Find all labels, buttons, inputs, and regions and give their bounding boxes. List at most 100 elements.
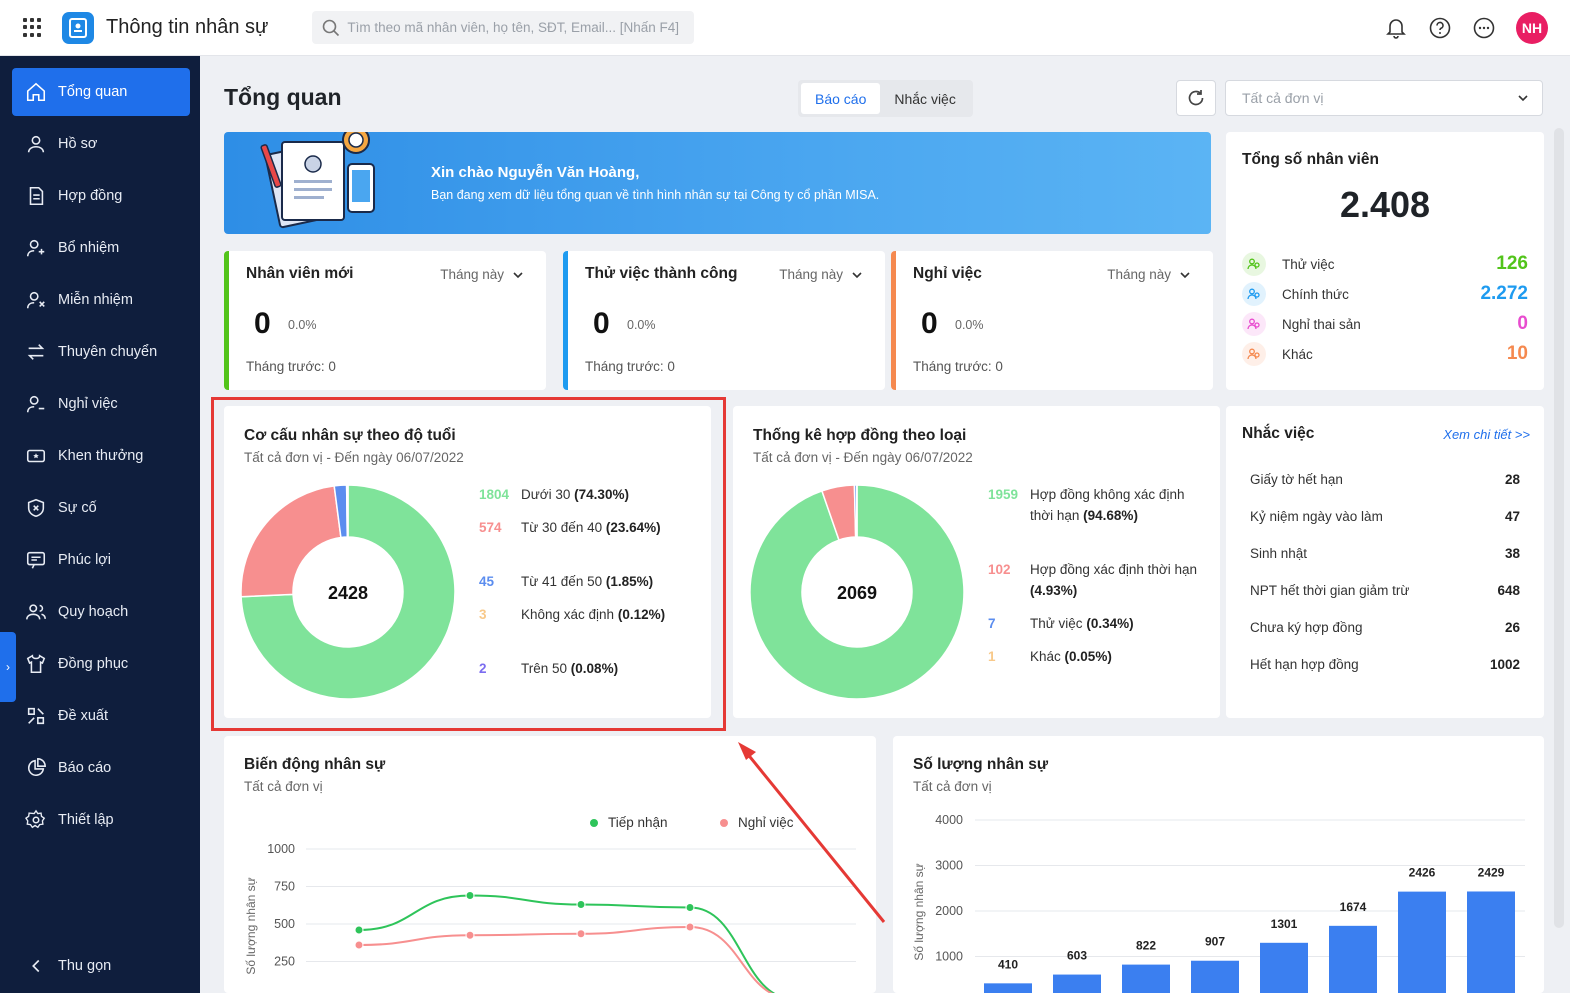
sidebar-item-9[interactable]: Phúc lợi [12, 536, 190, 584]
transfer-icon [24, 340, 48, 364]
probation-icon [1242, 252, 1266, 276]
sidebar-item-6[interactable]: Nghỉ việc [12, 380, 190, 428]
sidebar-item-14[interactable]: Thiết lập [12, 796, 190, 844]
bell-icon[interactable] [1384, 16, 1408, 40]
contract-donut-chart: 2069 [749, 484, 965, 700]
sidebar-item-1[interactable]: Hồ sơ [12, 120, 190, 168]
sidebar-item-label: Phúc lợi [58, 552, 112, 568]
view-details-link[interactable]: Xem chi tiết >> [1443, 427, 1530, 442]
sidebar-item-8[interactable]: Sự cố [12, 484, 190, 532]
line-point[interactable] [354, 925, 364, 935]
sidebar-item-label: Tổng quan [58, 84, 128, 100]
legend-label[interactable]: Nghỉ việc [738, 815, 794, 830]
app-title: Thông tin nhân sự [106, 16, 269, 38]
sidebar-item-4[interactable]: Miễn nhiệm [12, 276, 190, 324]
reminder-row[interactable]: Kỷ niệm ngày vào làm 47 [1250, 509, 1520, 524]
legend-label: Dưới 30 [521, 487, 571, 502]
user-x-icon [24, 288, 48, 312]
legend-dot [720, 819, 728, 827]
line-point[interactable] [576, 900, 586, 909]
contract-slice-0[interactable] [749, 484, 965, 700]
total-row-0: Thử việc 126 [1242, 252, 1528, 276]
line-point[interactable] [465, 930, 475, 940]
more-icon[interactable] [1472, 16, 1496, 40]
line-series-1[interactable] [358, 925, 794, 993]
line-point[interactable] [354, 940, 364, 950]
sidebar-item-13[interactable]: Báo cáo [12, 744, 190, 792]
reminder-label: Chưa ký hợp đồng [1250, 620, 1363, 635]
reminder-row[interactable]: Sinh nhật 38 [1250, 546, 1520, 561]
sidebar-item-10[interactable]: Quy hoạch [12, 588, 190, 636]
bar-value-label: 822 [1136, 939, 1156, 953]
pie-icon [24, 756, 48, 780]
age-slice-1[interactable] [240, 485, 342, 598]
sidebar-item-11[interactable]: Đồng phục [12, 640, 190, 688]
staff-fluctuation-card: Biến động nhân sự Tất cả đơn vị 1000 750 5… [224, 736, 876, 993]
search-icon [323, 19, 340, 36]
page-scrollbar[interactable] [1554, 128, 1564, 928]
search-input[interactable] [347, 20, 688, 35]
sidebar-item-label: Thuyên chuyển [58, 344, 158, 360]
total-row-label: Thử việc [1282, 256, 1335, 272]
age-legend-item: 2 Trên 50 (0.08%) [479, 658, 699, 679]
tab-reminders[interactable]: Nhắc việc [894, 90, 956, 107]
user-minus-icon [24, 392, 48, 416]
reminder-row[interactable]: Chưa ký hợp đồng 26 [1250, 620, 1520, 635]
y-tick-label: 1000 [267, 842, 295, 856]
legend-percent: (0.08%) [570, 661, 619, 676]
stat-card-0: Nhân viên mới Tháng này 0 0.0% Tháng trước: … [224, 251, 546, 390]
age-structure-card: Cơ cấu nhân sự theo độ tuổi Tất cả đơn v… [224, 406, 711, 718]
reminder-row[interactable]: NPT hết thời gian giảm trừ 648 [1250, 583, 1520, 598]
bar-4[interactable] [1260, 942, 1308, 993]
line-point[interactable] [576, 929, 586, 939]
age-donut-chart: 2428 [240, 484, 456, 700]
chevron-down-icon [513, 271, 523, 278]
age-legend-item: 3 Không xác định (0.12%) [479, 604, 699, 625]
legend-value: 3 [479, 607, 487, 622]
period-select[interactable]: Tháng này [440, 267, 524, 282]
expand-tab-icon[interactable]: › [0, 632, 16, 702]
stat-accent-bar [224, 251, 229, 390]
age-slice-4[interactable] [346, 484, 349, 538]
bar-2[interactable] [1122, 964, 1170, 993]
sidebar-item-2[interactable]: Hợp đồng [12, 172, 190, 220]
sidebar-item-7[interactable]: Khen thưởng [12, 432, 190, 480]
sidebar-item-0[interactable]: Tổng quan [12, 68, 190, 116]
stat-percent: 0.0% [288, 318, 317, 332]
bar-1[interactable] [1053, 974, 1101, 993]
legend-value: 102 [988, 562, 1011, 577]
stat-value: 0 [254, 307, 271, 340]
reminder-count: 38 [1504, 546, 1520, 561]
reminders-card: Nhắc việc Xem chi tiết >> Giấy tờ hết hạ… [1226, 406, 1544, 718]
line-point[interactable] [465, 891, 475, 900]
sidebar-item-5[interactable]: Thuyên chuyển [12, 328, 190, 376]
help-icon[interactable] [1428, 16, 1452, 40]
shirt-icon [24, 652, 48, 676]
period-select[interactable]: Tháng này [1107, 267, 1191, 282]
bar-0[interactable] [984, 983, 1032, 993]
bar-3[interactable] [1191, 960, 1239, 993]
line-point[interactable] [685, 922, 695, 932]
tab-report[interactable]: Báo cáo [801, 83, 881, 114]
avatar[interactable]: NH [1516, 12, 1548, 44]
collapse-sidebar-button[interactable]: Thu gọn [12, 942, 190, 990]
legend-value: 1 [988, 649, 996, 664]
legend-label[interactable]: Tiếp nhận [608, 815, 668, 830]
search-box[interactable] [312, 11, 695, 44]
total-row-3: Khác 10 [1242, 342, 1528, 366]
refresh-button[interactable] [1176, 80, 1216, 116]
bar-7[interactable] [1467, 891, 1515, 993]
sidebar-item-3[interactable]: Bổ nhiệm [12, 224, 190, 272]
total-row-1: Chính thức 2.272 [1242, 282, 1528, 306]
unit-select[interactable]: Tất cả đơn vị [1225, 80, 1543, 116]
app-grid-icon[interactable] [23, 17, 43, 38]
line-point[interactable] [685, 903, 695, 912]
bar-6[interactable] [1398, 891, 1446, 993]
reminder-row[interactable]: Giấy tờ hết hạn 28 [1250, 472, 1520, 487]
age-slice-0[interactable] [240, 484, 456, 700]
reminder-row[interactable]: Hết hạn hợp đồng 1002 [1250, 657, 1520, 672]
bar-5[interactable] [1329, 925, 1377, 993]
total-employees-card: Tổng số nhân viên 2.408 Thử việc 126 Chính… [1226, 132, 1544, 390]
sidebar-item-12[interactable]: Đề xuất [12, 692, 190, 740]
period-select[interactable]: Tháng này [779, 267, 863, 282]
